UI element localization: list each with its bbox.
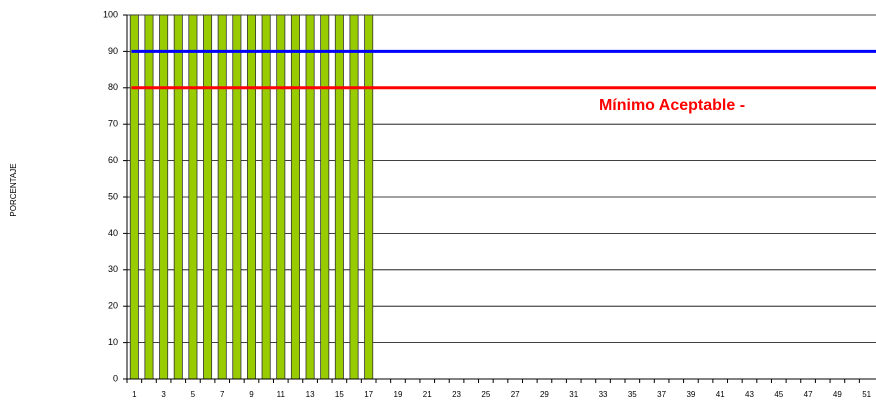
x-tick-label: 49 xyxy=(833,390,842,399)
x-tick-label: 5 xyxy=(191,390,196,399)
bar xyxy=(232,14,242,380)
y-tick-label: 30 xyxy=(108,264,118,274)
x-tick-label: 41 xyxy=(716,390,725,399)
x-tick-label: 13 xyxy=(306,390,315,399)
y-tick-label: 50 xyxy=(108,191,118,201)
x-tick-label: 25 xyxy=(481,390,490,399)
y-axis-label: PORCENTAJE xyxy=(9,163,18,216)
x-tick-label: 17 xyxy=(364,390,373,399)
y-tick-label: 40 xyxy=(108,228,118,238)
y-tick-label: 20 xyxy=(108,301,118,311)
x-tick-label: 15 xyxy=(335,390,344,399)
y-tick-label: 80 xyxy=(108,82,118,92)
y-tick-label: 0 xyxy=(113,373,118,383)
bar xyxy=(217,14,227,380)
bar xyxy=(159,14,169,380)
x-tick-label: 51 xyxy=(862,390,871,399)
bar xyxy=(290,14,300,380)
x-tick-label: 1 xyxy=(132,390,137,399)
bar xyxy=(305,14,315,380)
x-tick-label: 29 xyxy=(540,390,549,399)
bar xyxy=(276,14,286,380)
x-tick-label: 43 xyxy=(745,390,754,399)
bar xyxy=(246,14,257,380)
bar xyxy=(203,14,213,380)
x-tick-label: 27 xyxy=(511,390,520,399)
y-tick-label: 70 xyxy=(108,119,118,129)
x-tick-label: 33 xyxy=(599,390,608,399)
y-tick-label: 100 xyxy=(103,9,118,19)
x-tick-label: 3 xyxy=(161,390,166,399)
y-tick-label: 10 xyxy=(108,337,118,347)
y-tick-label: 60 xyxy=(108,155,118,165)
x-tick-label: 31 xyxy=(569,390,578,399)
x-tick-label: 35 xyxy=(628,390,637,399)
x-tick-label: 11 xyxy=(277,390,286,399)
bar xyxy=(364,14,374,380)
x-tick-label: 39 xyxy=(686,390,695,399)
x-tick-label: 21 xyxy=(423,390,432,399)
x-tick-label: 23 xyxy=(452,390,461,399)
bar xyxy=(144,14,154,380)
bar xyxy=(320,14,330,380)
x-tick-label: 37 xyxy=(657,390,666,399)
reference-label: Mínimo Aceptable - xyxy=(599,97,745,114)
x-tick-label: 47 xyxy=(804,390,813,399)
x-tick-label: 19 xyxy=(394,390,403,399)
y-tick-label: 90 xyxy=(108,46,118,56)
bar xyxy=(261,14,271,380)
x-tick-label: 7 xyxy=(220,390,225,399)
x-tick-label: 45 xyxy=(774,390,783,399)
bar xyxy=(349,14,359,380)
bar xyxy=(129,14,139,380)
bar xyxy=(188,14,198,380)
bar xyxy=(334,14,344,380)
bar xyxy=(173,14,183,380)
x-tick-label: 9 xyxy=(249,390,254,399)
